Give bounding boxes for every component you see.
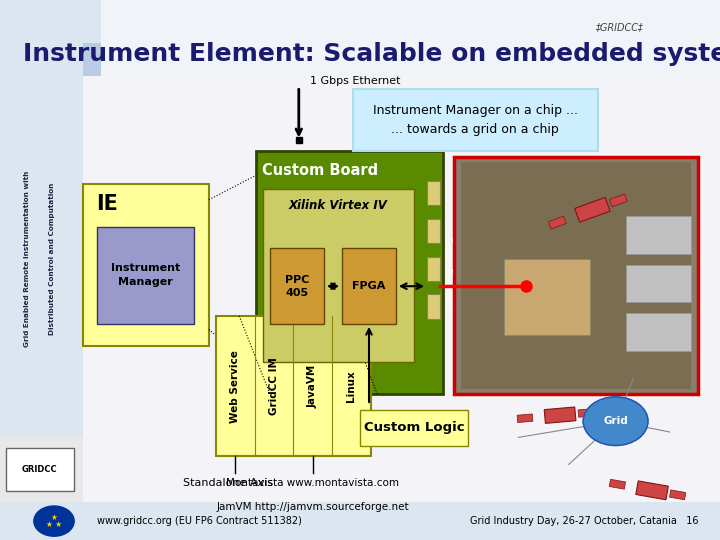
FancyBboxPatch shape <box>0 0 720 76</box>
FancyBboxPatch shape <box>0 437 83 502</box>
FancyBboxPatch shape <box>353 89 598 151</box>
Text: Linux: Linux <box>346 370 356 402</box>
FancyBboxPatch shape <box>575 198 610 222</box>
FancyBboxPatch shape <box>216 316 371 456</box>
FancyBboxPatch shape <box>609 480 626 489</box>
Text: Instrument Element: Scalable on embedded systems: Instrument Element: Scalable on embedded… <box>23 42 720 66</box>
Text: Custom Logic: Custom Logic <box>364 421 464 435</box>
FancyBboxPatch shape <box>461 162 691 389</box>
FancyBboxPatch shape <box>97 227 194 324</box>
Text: Grid Enabled Remote Instrumentation with: Grid Enabled Remote Instrumentation with <box>24 171 30 347</box>
Text: ‡GRIDCC‡: ‡GRIDCC‡ <box>595 22 643 32</box>
FancyBboxPatch shape <box>427 256 440 281</box>
Text: JavaVM: JavaVM <box>307 364 318 408</box>
Text: Grid: Grid <box>603 416 628 426</box>
FancyBboxPatch shape <box>454 157 698 394</box>
Text: Distributed Control and Computation: Distributed Control and Computation <box>49 183 55 335</box>
Circle shape <box>583 397 648 445</box>
FancyBboxPatch shape <box>0 0 720 43</box>
Text: GridCC IM: GridCC IM <box>269 357 279 415</box>
FancyBboxPatch shape <box>0 38 83 502</box>
FancyBboxPatch shape <box>101 0 720 76</box>
FancyBboxPatch shape <box>517 414 533 423</box>
FancyBboxPatch shape <box>549 216 567 229</box>
Text: Standalone Axis: Standalone Axis <box>183 478 273 488</box>
FancyBboxPatch shape <box>578 409 594 417</box>
Text: PPC
405: PPC 405 <box>285 275 309 298</box>
Text: GRIDCC: GRIDCC <box>22 465 58 474</box>
Text: Xilink Virtex IV: Xilink Virtex IV <box>289 199 388 212</box>
FancyBboxPatch shape <box>670 490 686 500</box>
Text: Custom Board: Custom Board <box>262 163 379 178</box>
FancyBboxPatch shape <box>504 259 590 335</box>
FancyBboxPatch shape <box>427 219 440 243</box>
FancyBboxPatch shape <box>6 448 74 491</box>
Text: JamVM http://jamvm.sourceforge.net: JamVM http://jamvm.sourceforge.net <box>217 502 409 512</box>
FancyBboxPatch shape <box>256 151 443 394</box>
Text: Montavista www.montavista.com: Montavista www.montavista.com <box>226 478 400 488</box>
Text: 1 Gbps Ethernet: 1 Gbps Ethernet <box>310 76 400 86</box>
Text: www.gridcc.org (EU FP6 Contract 511382): www.gridcc.org (EU FP6 Contract 511382) <box>97 516 302 526</box>
FancyBboxPatch shape <box>342 248 396 324</box>
FancyBboxPatch shape <box>360 410 468 445</box>
Text: Grid Industry Day, 26-27 October, Catania   16: Grid Industry Day, 26-27 October, Catani… <box>470 516 698 526</box>
FancyBboxPatch shape <box>263 189 414 362</box>
FancyBboxPatch shape <box>427 181 440 205</box>
FancyBboxPatch shape <box>0 502 720 540</box>
Text: Instrument
Manager: Instrument Manager <box>111 264 181 287</box>
FancyBboxPatch shape <box>626 265 691 302</box>
FancyBboxPatch shape <box>427 294 440 319</box>
FancyBboxPatch shape <box>83 184 209 346</box>
Text: FPGA: FPGA <box>352 281 386 291</box>
Text: ★
★ ★: ★ ★ ★ <box>46 513 62 529</box>
Text: Web Service: Web Service <box>230 350 240 422</box>
FancyBboxPatch shape <box>609 194 627 207</box>
FancyBboxPatch shape <box>270 248 324 324</box>
Text: IE: IE <box>96 194 117 214</box>
Circle shape <box>34 506 74 536</box>
FancyBboxPatch shape <box>626 216 691 254</box>
FancyBboxPatch shape <box>544 407 576 423</box>
Text: Instrument Manager on a chip ...
... towards a grid on a chip: Instrument Manager on a chip ... ... tow… <box>373 104 577 136</box>
FancyBboxPatch shape <box>626 313 691 351</box>
FancyBboxPatch shape <box>636 481 668 500</box>
Text: Custom Electronics: Custom Electronics <box>443 236 451 309</box>
